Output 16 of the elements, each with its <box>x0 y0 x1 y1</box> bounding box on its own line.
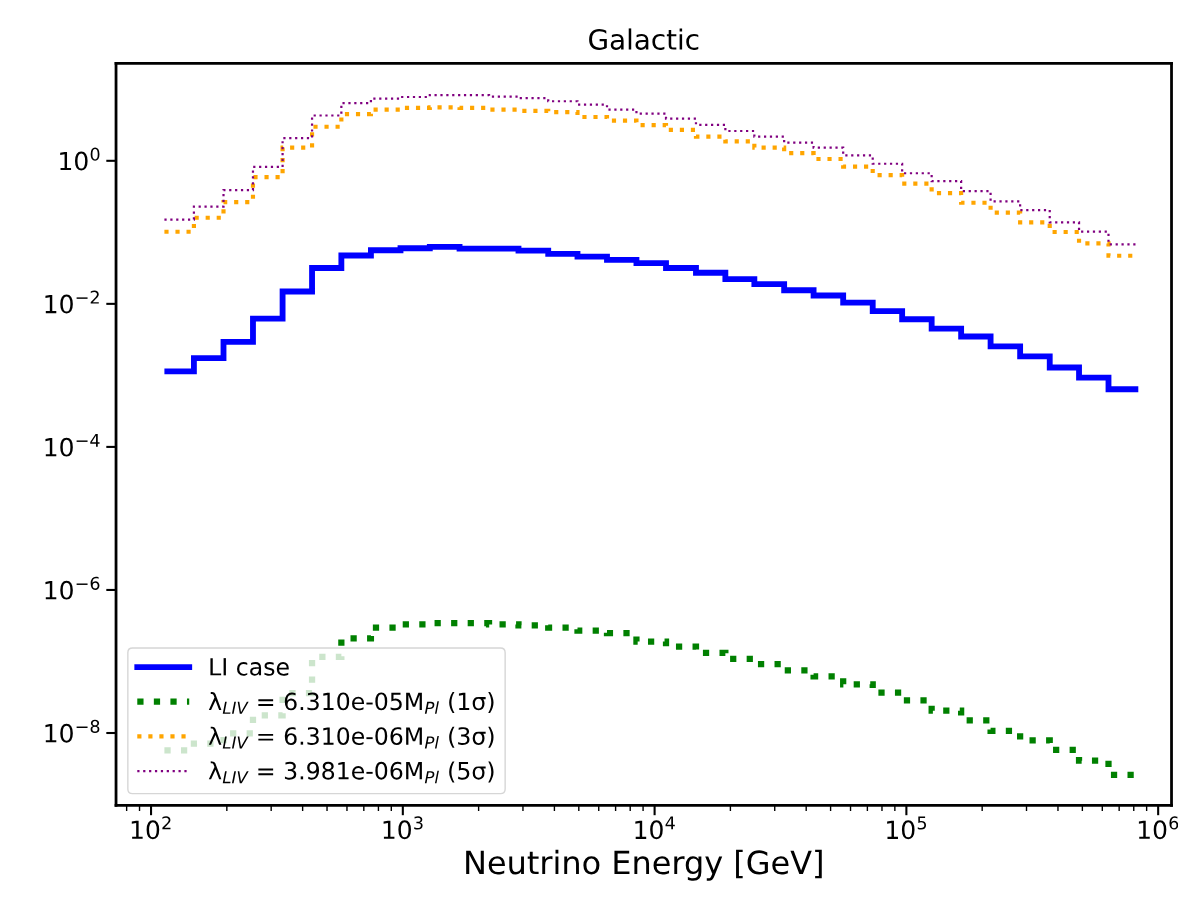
y-tick-label: 10$^{−4}$ <box>45 433 100 457</box>
legend-label: λ$_{LIV}$ = 6.310e-06M$_{Pl}$ (3σ) <box>208 726 494 749</box>
x-tick-label: 10$^{4}$ <box>635 816 675 840</box>
legend-label: λ$_{LIV}$ = 6.310e-05M$_{Pl}$ (1σ) <box>208 692 494 714</box>
y-tick-label: 10$^{−2}$ <box>45 290 99 314</box>
y-tick-label: 10$^{−8}$ <box>45 719 100 743</box>
x-tick-label: 10$^{2}$ <box>131 816 171 840</box>
x-axis-title: Neutrino Energy [GeV] <box>466 849 822 881</box>
legend-label: LI case <box>210 658 289 676</box>
x-tick-label: 10$^{3}$ <box>383 816 423 840</box>
chart-title: Galactic <box>589 28 699 50</box>
x-tick-label: 10$^{6}$ <box>1138 816 1178 840</box>
y-tick-label: 10$^{−6}$ <box>45 576 100 600</box>
x-tick-label: 10$^{5}$ <box>887 816 927 840</box>
y-tick-label: 10$^{0}$ <box>60 147 100 171</box>
legend-label: λ$_{LIV}$ = 3.981e-06M$_{Pl}$ (5σ) <box>208 761 494 784</box>
